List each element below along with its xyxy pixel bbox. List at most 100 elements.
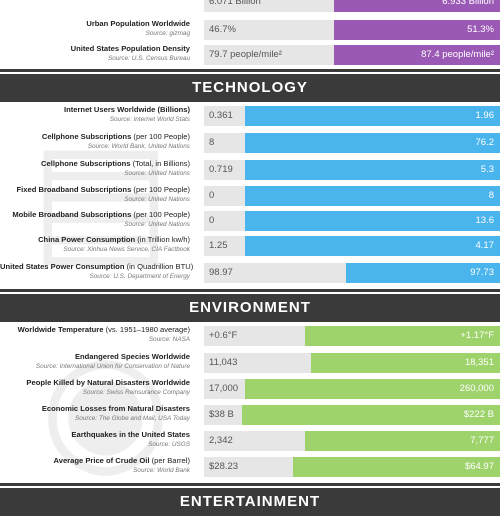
value-track: 76.2 8 <box>204 133 500 153</box>
stat-row: Mobile Broadband Subscriptions (per 100 … <box>0 210 500 233</box>
value-track: 97.73 98.97 <box>204 263 500 283</box>
value-track: 5.3 0.719 <box>204 160 500 180</box>
section-rule <box>0 69 500 72</box>
old-value: 17,000 <box>209 383 239 394</box>
stat-title: Earthquakes in the United States <box>0 430 190 440</box>
stat-title-main: United States Power Consumption <box>0 262 125 271</box>
value-track: 4.17 1.25 <box>204 236 500 256</box>
stat-unit: (in Quadrillion BTU) <box>126 262 194 271</box>
old-value: 79.7 people/mile² <box>209 49 282 60</box>
section-header-technology: TECHNOLOGY <box>0 74 500 102</box>
stat-title: Fixed Broadband Subscriptions (per 100 P… <box>0 185 190 195</box>
stat-source: Source: NASA <box>148 336 190 343</box>
old-value: 0.719 <box>209 164 233 175</box>
new-value: 8 <box>488 190 494 201</box>
stat-label: People Killed by Natural Disasters World… <box>0 378 190 397</box>
new-value-bar: 51.3% <box>334 20 500 40</box>
stat-title-main: Cellphone Subscriptions <box>41 132 132 141</box>
stat-label: China Power Consumption (in Trillion kw/… <box>0 235 190 254</box>
section-rule <box>0 289 500 292</box>
stat-label: Average Price of Crude Oil (per Barrel) S… <box>0 456 190 475</box>
value-track: $64.97 $28.23 <box>204 457 500 477</box>
old-value: 98.97 <box>209 267 233 278</box>
stat-title: China Power Consumption (in Trillion kw/… <box>0 235 190 245</box>
new-value: $64.97 <box>464 461 494 472</box>
new-value: 260,000 <box>459 383 494 394</box>
stat-unit: (in Trillion kw/h) <box>137 235 190 244</box>
stat-label: Cellphone Subscriptions (per 100 People)… <box>0 132 190 151</box>
stat-label: Economic Losses from Natural Disasters So… <box>0 404 190 423</box>
new-value: 6.933 Billion <box>442 0 494 7</box>
new-value-bar: 76.2 <box>245 133 500 153</box>
stat-source: Source: U.S. Census Bureau <box>107 55 190 62</box>
new-value: 18,351 <box>464 357 494 368</box>
value-track: 87.4 people/mile² 79.7 people/mile² <box>204 45 500 65</box>
stat-label: Earthquakes in the United States Source: … <box>0 430 190 449</box>
value-track: 13.6 0 <box>204 211 500 231</box>
stat-title-main: Urban Population Worldwide <box>86 19 190 28</box>
old-value: 6.071 Billion <box>209 0 261 7</box>
stat-title: Mobile Broadband Subscriptions (per 100 … <box>0 210 190 220</box>
old-value: 0.361 <box>209 110 233 121</box>
new-value-bar: 6.933 Billion <box>334 0 500 12</box>
stat-title: Urban Population Worldwide <box>0 19 190 29</box>
stat-title-main: Average Price of Crude Oil <box>53 456 150 465</box>
stat-row: United States Power Consumption (in Quad… <box>0 262 500 285</box>
new-value-bar: 260,000 <box>245 379 500 399</box>
new-value-bar: 4.17 <box>245 236 500 256</box>
stat-source: Source: Swiss Reinsurance Company <box>82 389 190 396</box>
stat-title-main: Cellphone Subscriptions <box>41 159 131 168</box>
stat-row: Average Price of Crude Oil (per Barrel) S… <box>0 456 500 479</box>
stat-title-main: Mobile Broadband Subscriptions <box>12 210 132 219</box>
new-value-bar: $222 B <box>242 405 500 425</box>
stat-row: Source: United Nations, Population Refer… <box>0 0 500 14</box>
section-rule <box>0 483 500 486</box>
stat-source: Source: USGS <box>148 441 190 448</box>
stat-row: People Killed by Natural Disasters World… <box>0 378 500 401</box>
value-track: $222 B $38 B <box>204 405 500 425</box>
stat-title-main: Earthquakes in the United States <box>71 430 190 439</box>
new-value: 1.96 <box>475 110 495 121</box>
stat-source: Source: International Union for Conserva… <box>35 363 190 370</box>
new-value-bar: 13.6 <box>245 211 500 231</box>
stat-row: Earthquakes in the United States Source: … <box>0 430 500 453</box>
section-header-environment: ENVIRONMENT <box>0 294 500 322</box>
old-value: 0 <box>209 190 215 201</box>
new-value-bar: 18,351 <box>311 353 500 373</box>
new-value-bar: 5.3 <box>245 160 500 180</box>
old-value: 0 <box>209 215 215 226</box>
stat-title: Cellphone Subscriptions (per 100 People) <box>0 132 190 142</box>
stat-source: Source: The Globe and Mail, USA Today <box>75 415 190 422</box>
stat-row: Cellphone Subscriptions (Total, in Billi… <box>0 159 500 182</box>
stat-unit: (Total, in Billions) <box>132 159 190 168</box>
new-value: 51.3% <box>467 24 494 35</box>
stat-title: People Killed by Natural Disasters World… <box>0 378 190 388</box>
stat-title-main: Economic Losses from Natural Disasters <box>41 404 190 413</box>
stat-source: Source: United Nations <box>124 196 190 203</box>
value-track: 7,777 2,342 <box>204 431 500 451</box>
stat-row: Internet Users Worldwide (Billions) Sourc… <box>0 105 500 128</box>
stat-title: Cellphone Subscriptions (Total, in Billi… <box>0 159 190 169</box>
stat-row: Urban Population Worldwide Source: gizmag… <box>0 19 500 42</box>
stat-unit: (per 100 People) <box>133 210 190 219</box>
value-track: 260,000 17,000 <box>204 379 500 399</box>
stat-unit: (vs. 1951–1980 average) <box>105 325 190 334</box>
old-value: +0.6°F <box>209 330 238 341</box>
new-value: 13.6 <box>475 215 495 226</box>
new-value-bar: 8 <box>245 186 500 206</box>
old-value: 1.25 <box>209 240 228 251</box>
section-header-entertainment: ENTERTAINMENT <box>0 488 500 516</box>
stat-row: Cellphone Subscriptions (per 100 People)… <box>0 132 500 155</box>
stat-title-main: Fixed Broadband Subscriptions <box>16 185 132 194</box>
value-track: 51.3% 46.7% <box>204 20 500 40</box>
value-track: 18,351 11,043 <box>204 353 500 373</box>
stat-row: Fixed Broadband Subscriptions (per 100 P… <box>0 185 500 208</box>
stat-row: United States Population Density Source: … <box>0 44 500 67</box>
stat-title: Internet Users Worldwide (Billions) <box>0 105 190 115</box>
old-value: 2,342 <box>209 435 233 446</box>
old-value: 8 <box>209 137 215 148</box>
new-value-bar: 1.96 <box>245 106 500 126</box>
stat-title-main: Endangered Species Worldwide <box>74 352 190 361</box>
stat-label: United States Population Density Source: … <box>0 44 190 63</box>
